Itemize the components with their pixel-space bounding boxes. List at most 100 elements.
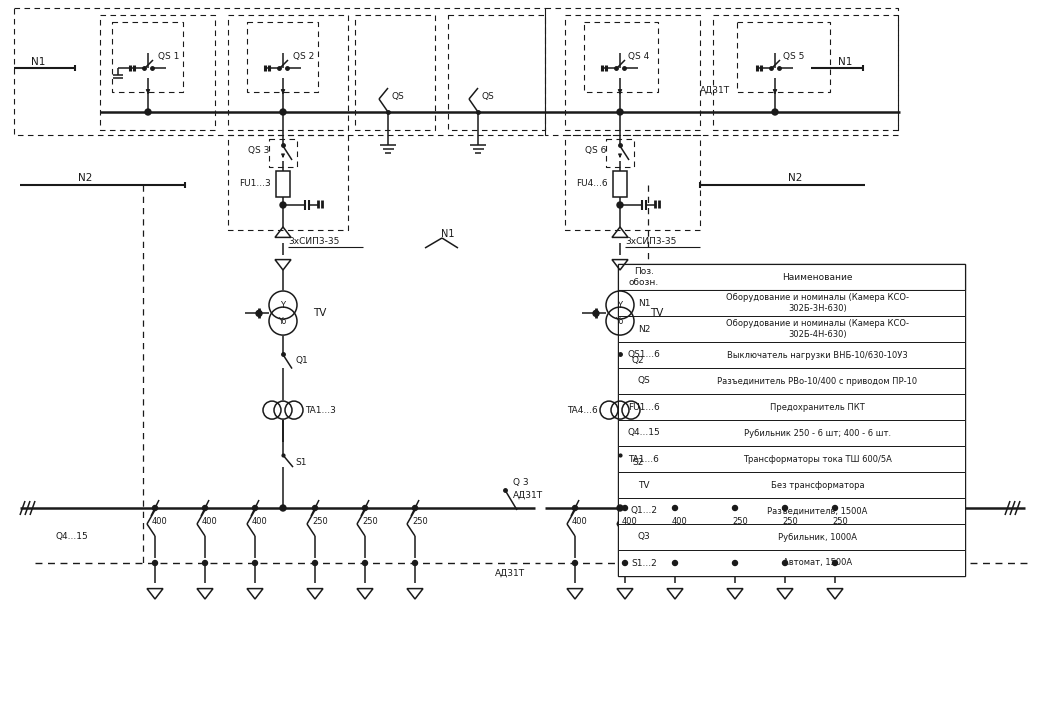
- Circle shape: [606, 307, 634, 335]
- Text: Q3: Q3: [638, 532, 650, 542]
- Text: N1: N1: [31, 57, 45, 67]
- Text: АД31Т: АД31Т: [513, 491, 543, 500]
- Text: 400: 400: [202, 518, 218, 527]
- Text: N2: N2: [788, 173, 803, 183]
- Circle shape: [362, 506, 367, 510]
- Circle shape: [733, 506, 737, 510]
- Bar: [612, 171, 627, 197]
- Bar: [618, 420, 965, 446]
- Circle shape: [622, 401, 640, 419]
- Circle shape: [572, 506, 578, 510]
- Text: Q4...15: Q4...15: [627, 429, 660, 437]
- Bar: [618, 264, 965, 290]
- Circle shape: [413, 506, 417, 510]
- Text: 250: 250: [412, 518, 428, 527]
- Circle shape: [782, 506, 788, 510]
- Bar: [618, 524, 965, 550]
- Circle shape: [269, 291, 297, 319]
- Text: 250: 250: [362, 518, 378, 527]
- Circle shape: [600, 401, 618, 419]
- Circle shape: [782, 560, 788, 565]
- Text: Оборудование и номиналы (Камера КСО-: Оборудование и номиналы (Камера КСО-: [727, 293, 909, 302]
- Text: TA1...3: TA1...3: [305, 405, 336, 415]
- Bar: [618, 394, 965, 420]
- Text: FU1...3: FU1...3: [240, 180, 271, 188]
- Circle shape: [772, 109, 778, 115]
- Text: N1: N1: [441, 229, 455, 239]
- Circle shape: [203, 506, 207, 510]
- Circle shape: [263, 401, 281, 419]
- Circle shape: [280, 505, 286, 511]
- Circle shape: [622, 560, 627, 565]
- Text: TV: TV: [638, 481, 649, 489]
- Text: Выключатель нагрузки ВНБ-10/630-10У3: Выключатель нагрузки ВНБ-10/630-10У3: [728, 351, 908, 359]
- Text: N2: N2: [638, 324, 650, 334]
- Text: 400: 400: [252, 518, 268, 527]
- Text: 3хСИП3-35: 3хСИП3-35: [288, 238, 339, 246]
- Text: Автомат, 1500A: Автомат, 1500A: [782, 559, 852, 567]
- Text: Разъединитель РВо-10/400 с приводом ПР-10: Разъединитель РВо-10/400 с приводом ПР-1…: [717, 376, 918, 386]
- Text: TA1...6: TA1...6: [628, 454, 659, 464]
- Circle shape: [313, 560, 318, 565]
- Circle shape: [274, 401, 293, 419]
- Text: TA4...6: TA4...6: [567, 405, 598, 415]
- Text: QS 5: QS 5: [782, 53, 805, 62]
- Bar: [276, 171, 290, 197]
- Text: Q 3: Q 3: [513, 479, 529, 488]
- Text: QS 3: QS 3: [247, 146, 269, 155]
- Circle shape: [832, 506, 837, 510]
- Circle shape: [617, 505, 623, 511]
- Text: QS 6: QS 6: [585, 146, 606, 155]
- Text: 400: 400: [672, 518, 687, 527]
- Text: 250: 250: [313, 518, 327, 527]
- Text: АД31Т: АД31Т: [495, 569, 525, 577]
- Text: Yo: Yo: [279, 317, 287, 326]
- Text: N2: N2: [78, 173, 92, 183]
- Text: QS: QS: [392, 92, 404, 101]
- Circle shape: [285, 401, 303, 419]
- Circle shape: [413, 560, 417, 565]
- Text: Разъединитель, 1500A: Разъединитель, 1500A: [768, 506, 868, 515]
- Text: Рубильник 250 - 6 шт; 400 - 6 шт.: Рубильник 250 - 6 шт; 400 - 6 шт.: [743, 429, 891, 437]
- Circle shape: [145, 109, 151, 115]
- Circle shape: [280, 202, 286, 208]
- Circle shape: [733, 560, 737, 565]
- Text: Трансформаторы тока ТШ 600/5A: Трансформаторы тока ТШ 600/5A: [743, 454, 892, 464]
- Bar: [618, 368, 965, 394]
- Text: Q1...2: Q1...2: [630, 506, 658, 515]
- Circle shape: [572, 560, 578, 565]
- Text: 302Б-4Н-630): 302Б-4Н-630): [788, 329, 847, 339]
- Text: 400: 400: [152, 518, 168, 527]
- Circle shape: [203, 560, 207, 565]
- Text: N1: N1: [638, 298, 650, 307]
- Text: QS 2: QS 2: [293, 53, 315, 62]
- Text: FU4...6: FU4...6: [577, 180, 608, 188]
- Bar: [618, 472, 965, 498]
- Text: Y: Y: [281, 300, 285, 310]
- Text: QS 1: QS 1: [158, 53, 180, 62]
- Circle shape: [256, 310, 262, 317]
- Bar: [618, 264, 965, 576]
- Text: QS 4: QS 4: [628, 53, 649, 62]
- Text: TV: TV: [313, 308, 326, 318]
- Bar: [618, 342, 965, 368]
- Text: 400: 400: [572, 518, 588, 527]
- Circle shape: [832, 560, 837, 565]
- Circle shape: [617, 109, 623, 115]
- Text: N1: N1: [837, 57, 852, 67]
- Text: 250: 250: [832, 518, 848, 527]
- Circle shape: [252, 560, 258, 565]
- Text: Q2: Q2: [631, 356, 644, 365]
- Text: S1...2: S1...2: [631, 559, 657, 567]
- Text: QS: QS: [638, 376, 650, 386]
- Circle shape: [593, 310, 599, 317]
- Text: QS1...6: QS1...6: [627, 351, 660, 359]
- Bar: [618, 446, 965, 472]
- Circle shape: [611, 401, 629, 419]
- Text: 250: 250: [782, 518, 798, 527]
- Circle shape: [617, 202, 623, 208]
- Bar: [618, 550, 965, 576]
- Text: Y: Y: [618, 300, 622, 310]
- Bar: [618, 498, 965, 524]
- Text: Yo: Yo: [616, 317, 624, 326]
